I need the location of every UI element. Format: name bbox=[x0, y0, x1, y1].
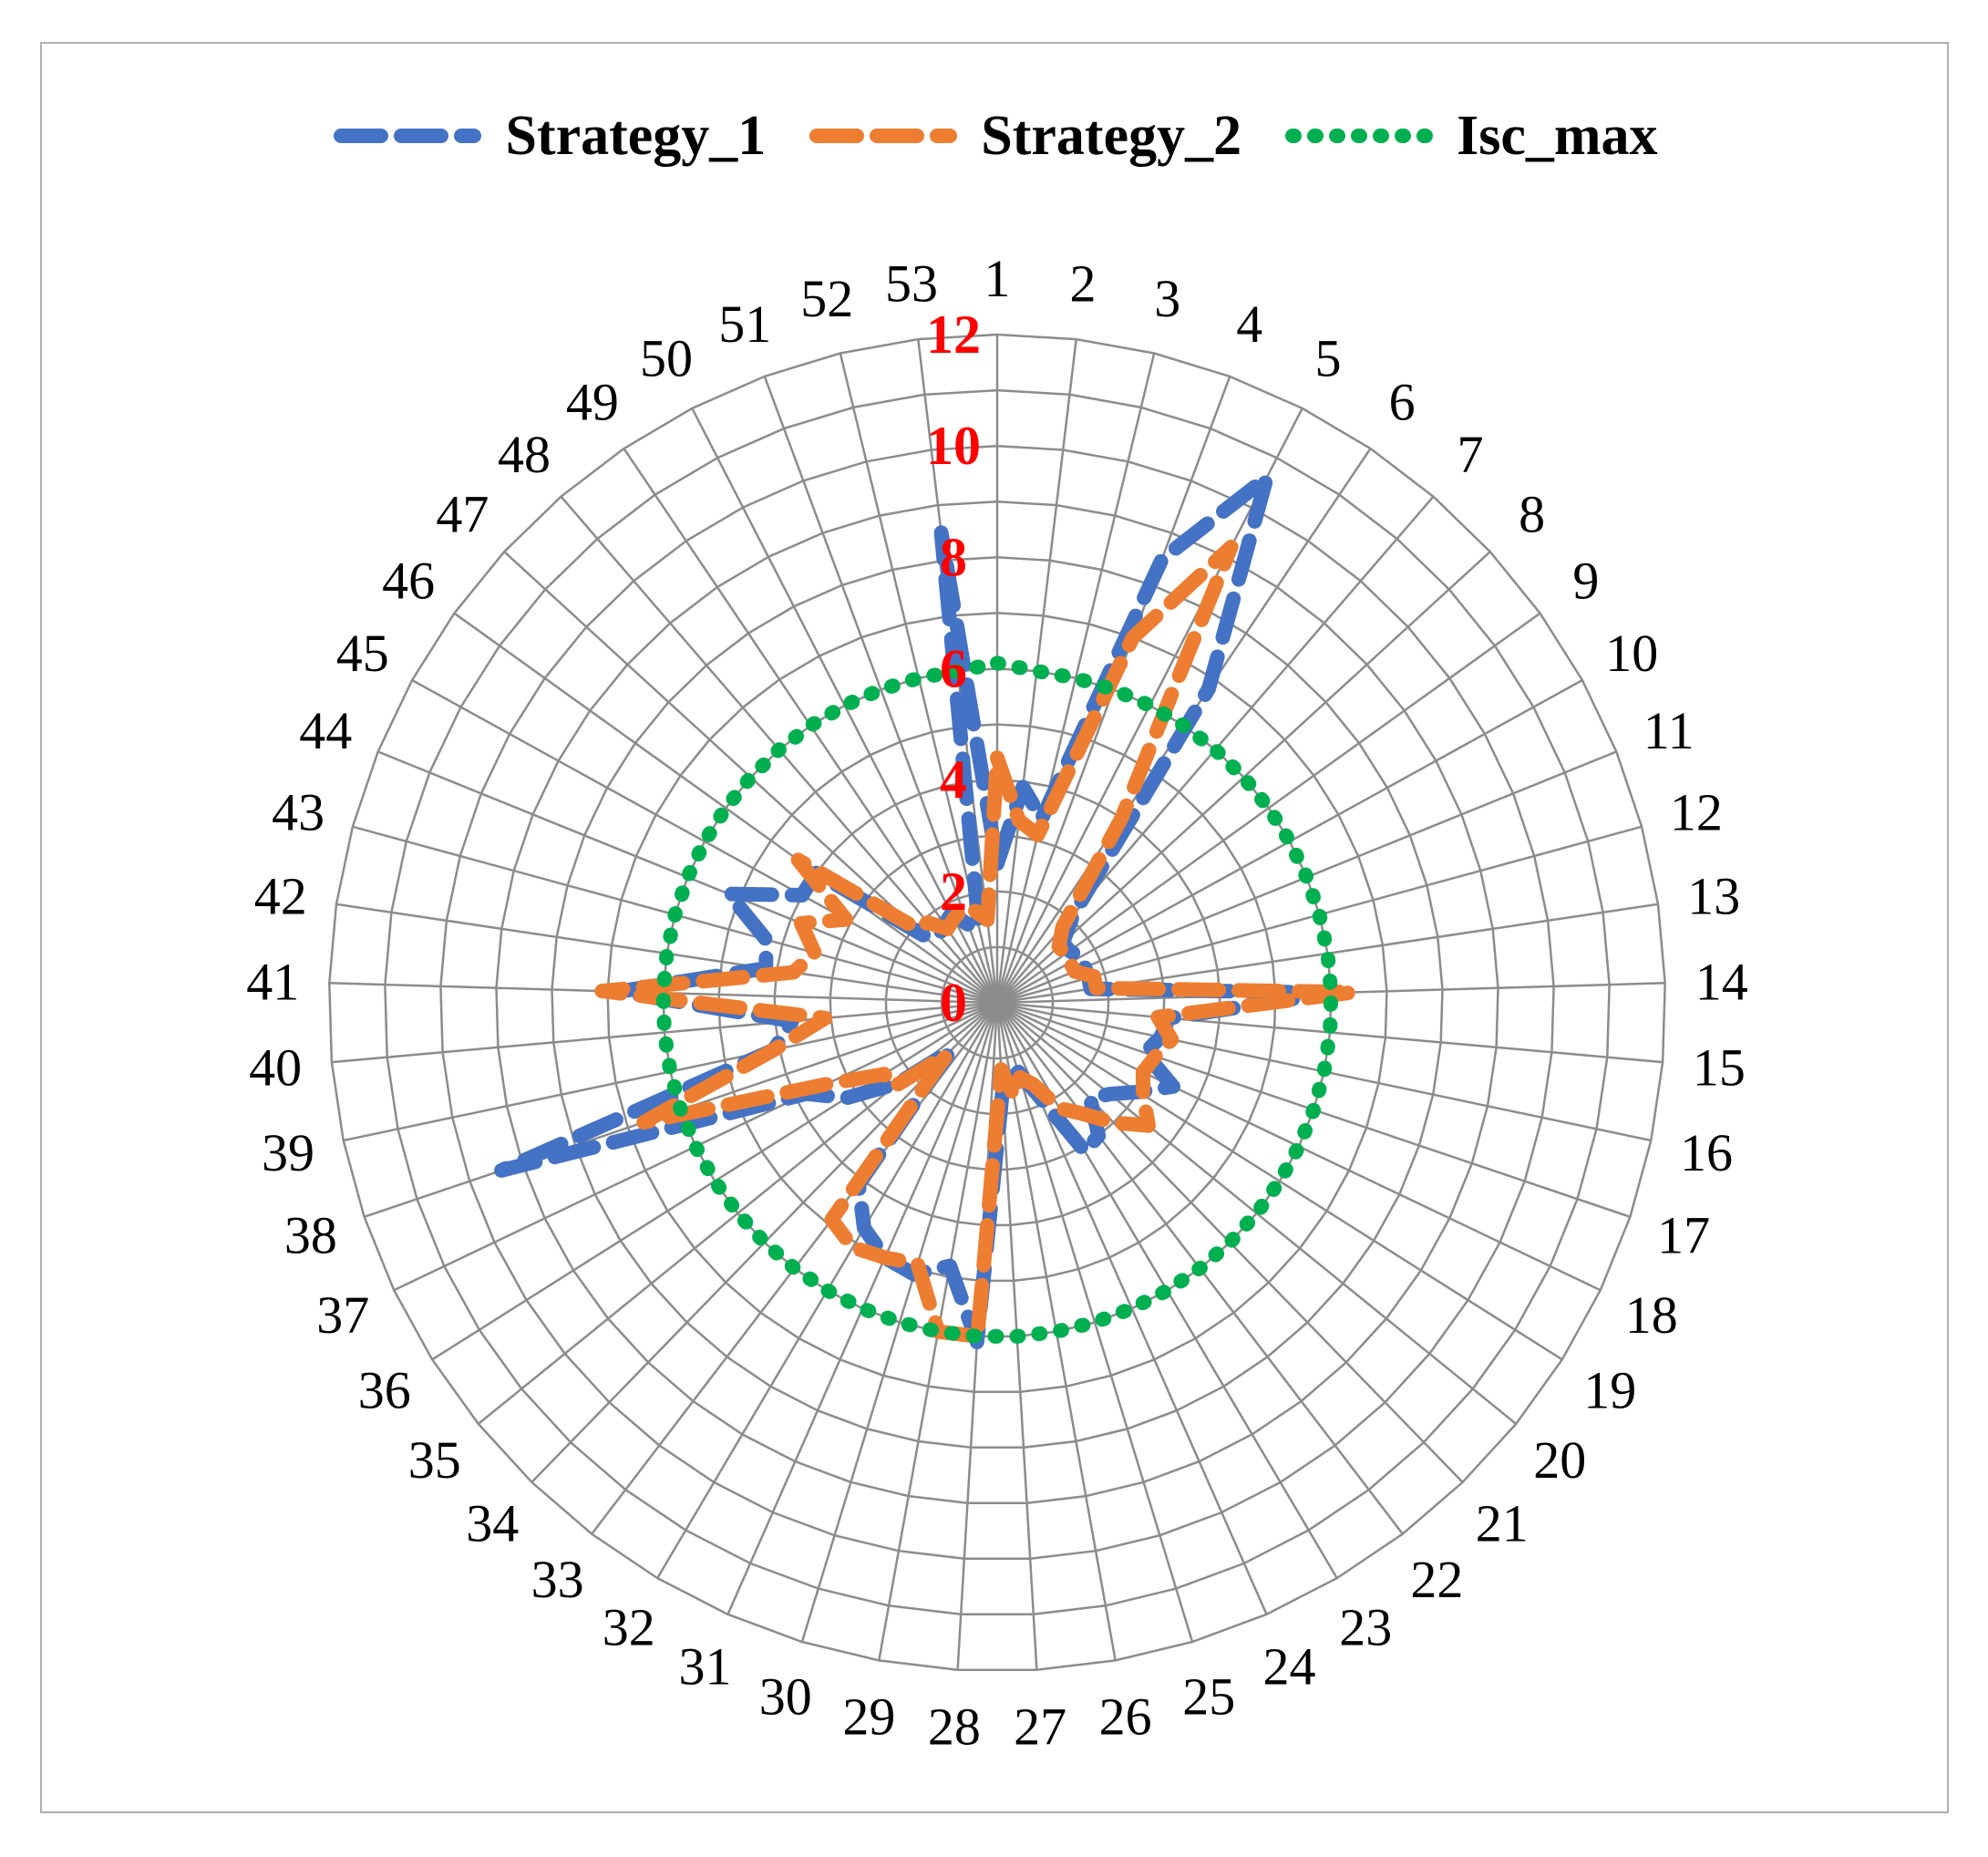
category-label: 25 bbox=[1182, 1666, 1235, 1726]
radial-tick-label: 12 bbox=[926, 304, 981, 365]
category-label: 17 bbox=[1657, 1206, 1710, 1265]
category-label: 29 bbox=[842, 1687, 895, 1747]
grid-ring bbox=[495, 500, 1499, 1505]
radial-ticks: 0 2 4 6 8 10 12 bbox=[926, 304, 981, 1033]
grid-ring bbox=[384, 388, 1611, 1615]
series-line-isc_max bbox=[655, 655, 1339, 1344]
category-label: 21 bbox=[1476, 1493, 1529, 1553]
legend-item-isc_max: Isc_max bbox=[1282, 105, 1658, 167]
category-label: 3 bbox=[1154, 269, 1180, 328]
category-label: 42 bbox=[254, 867, 307, 926]
category-label: 8 bbox=[1519, 484, 1545, 543]
category-label: 35 bbox=[408, 1430, 461, 1490]
category-label: 18 bbox=[1625, 1285, 1678, 1345]
legend-item-strategy_2: Strategy_2 bbox=[806, 108, 1241, 164]
grid-spoke bbox=[453, 612, 998, 1005]
grid-spoke bbox=[411, 679, 998, 1005]
grid bbox=[328, 333, 1666, 1671]
series-line-strategy_1 bbox=[494, 470, 1339, 1349]
radial-tick-label: 10 bbox=[926, 416, 981, 476]
grid-spoke bbox=[763, 376, 999, 1004]
category-label: 13 bbox=[1687, 867, 1740, 926]
category-label: 37 bbox=[316, 1285, 369, 1345]
radial-tick-label: 2 bbox=[940, 861, 967, 922]
category-label: 16 bbox=[1680, 1123, 1733, 1182]
category-label: 48 bbox=[498, 425, 551, 484]
category-label: 19 bbox=[1583, 1360, 1636, 1419]
category-label: 10 bbox=[1605, 624, 1658, 683]
grid-spoke bbox=[331, 1001, 998, 1064]
category-label: 11 bbox=[1643, 701, 1694, 760]
category-label: 39 bbox=[262, 1123, 314, 1182]
legend-item-strategy_1: Strategy_1 bbox=[330, 108, 766, 164]
category-label: 43 bbox=[272, 782, 324, 841]
legend-swatch bbox=[334, 129, 482, 143]
category-label: 9 bbox=[1572, 552, 1599, 611]
chart-frame bbox=[40, 42, 1949, 1813]
grid-ring bbox=[439, 444, 1555, 1561]
grid-spoke bbox=[996, 1001, 1563, 1361]
category-label: 27 bbox=[1014, 1697, 1066, 1757]
category-label: 51 bbox=[718, 294, 771, 354]
radial-tick-label: 8 bbox=[940, 527, 967, 587]
grid-ring bbox=[551, 556, 1444, 1449]
category-label: 12 bbox=[1670, 782, 1723, 841]
category-label: 4 bbox=[1236, 294, 1262, 354]
radial-tick-label: 0 bbox=[940, 973, 967, 1033]
legend-label: Isc_max bbox=[1457, 105, 1658, 167]
legend: Strategy_1 Strategy_2 Isc_max bbox=[0, 108, 1988, 164]
category-label: 47 bbox=[436, 484, 489, 543]
legend-swatch bbox=[1285, 129, 1434, 143]
category-label: 22 bbox=[1410, 1550, 1463, 1609]
category-label: 52 bbox=[800, 269, 853, 328]
category-label: 15 bbox=[1693, 1038, 1746, 1098]
category-label: 44 bbox=[299, 701, 352, 760]
category-label: 2 bbox=[1070, 254, 1097, 314]
legend-swatch bbox=[809, 129, 958, 143]
grid-spoke bbox=[996, 612, 1541, 1005]
grid-ring bbox=[328, 333, 1666, 1671]
grid-ring bbox=[717, 723, 1277, 1283]
legend-label: Strategy_2 bbox=[981, 105, 1242, 167]
category-label: 31 bbox=[679, 1637, 732, 1697]
category-label: 23 bbox=[1339, 1598, 1392, 1657]
category-label: 36 bbox=[358, 1360, 411, 1419]
category-label: 46 bbox=[382, 552, 435, 611]
category-label: 7 bbox=[1458, 425, 1484, 484]
category-label: 50 bbox=[640, 329, 693, 388]
series-line-strategy_2 bbox=[594, 540, 1361, 1344]
category-label: 45 bbox=[336, 624, 389, 683]
category-label: 49 bbox=[566, 373, 619, 432]
radial-tick-label: 6 bbox=[940, 639, 967, 699]
category-label: 34 bbox=[466, 1493, 519, 1553]
grid-spoke bbox=[995, 1002, 1194, 1643]
category-label: 1 bbox=[984, 249, 1011, 308]
category-label: 6 bbox=[1389, 373, 1416, 432]
category-label: 53 bbox=[885, 254, 938, 314]
category-label: 41 bbox=[246, 952, 299, 1011]
category-label: 14 bbox=[1695, 952, 1748, 1011]
category-label: 33 bbox=[531, 1550, 584, 1609]
grid-spoke bbox=[995, 353, 1156, 1004]
category-label: 24 bbox=[1263, 1637, 1316, 1697]
category-label: 32 bbox=[603, 1598, 655, 1657]
category-labels: 1 2 3 4567891011121314151617181920212223242… bbox=[246, 249, 1747, 1757]
category-label: 20 bbox=[1533, 1430, 1586, 1490]
category-label: 26 bbox=[1099, 1687, 1152, 1747]
radial-tick-label: 4 bbox=[940, 750, 967, 810]
category-label: 40 bbox=[249, 1038, 302, 1098]
legend-label: Strategy_1 bbox=[505, 105, 767, 167]
grid-ring bbox=[606, 612, 1388, 1394]
category-label: 30 bbox=[759, 1666, 812, 1726]
category-label: 38 bbox=[284, 1206, 337, 1265]
grid-spoke bbox=[800, 1002, 999, 1643]
category-label: 5 bbox=[1315, 329, 1342, 388]
category-label: 28 bbox=[928, 1697, 981, 1757]
